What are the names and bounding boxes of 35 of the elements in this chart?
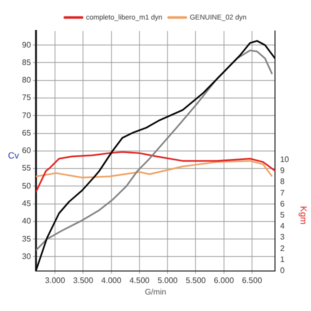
y2-tick-label: 6 (280, 199, 286, 208)
y-tick-label: 45 (22, 199, 32, 208)
x-tick-label: 5.500 (186, 276, 206, 285)
y-tick-label: 65 (22, 128, 32, 138)
y-tick-label: 55 (22, 164, 32, 173)
y-tick-label: 90 (22, 40, 32, 50)
y2-tick-label: 9 (280, 166, 286, 176)
y2-tick-label: 2 (280, 244, 286, 253)
y2-tick-label: 5 (280, 210, 286, 220)
y-tick-label: 85 (22, 58, 32, 67)
x-axis-title: G/min (144, 287, 166, 296)
y2-tick-label: 10 (280, 154, 290, 164)
y2-tick-label: 1 (280, 254, 286, 264)
y-tick-label: 50 (22, 181, 32, 190)
y-tick-label: 70 (22, 110, 32, 120)
y2-tick-label: 0 (280, 266, 286, 276)
y-tick-label: 75 (22, 93, 32, 102)
y-axis-title: Cv (8, 150, 20, 161)
y-tick-label: 30 (22, 252, 32, 261)
y-tick-label: 60 (22, 146, 32, 156)
x-tick-label: 3.000 (45, 276, 66, 285)
x-tick-label: 6.000 (214, 276, 234, 285)
y-tick-label: 80 (22, 76, 32, 85)
y2-axis-title: Kgm (298, 206, 309, 225)
x-tick-label: 6.500 (242, 276, 263, 285)
y-tick-label: 35 (22, 234, 32, 244)
y2-tick-label: 4 (280, 222, 286, 231)
y2-tick-label: 7 (280, 188, 286, 198)
y-tick-label: 40 (22, 216, 32, 226)
y2-tick-label: 8 (280, 177, 286, 186)
x-tick-label: 3.500 (73, 276, 94, 285)
x-tick-label: 5.000 (158, 276, 178, 285)
x-tick-label: 4.000 (101, 276, 122, 285)
x-tick-label: 4.500 (129, 276, 150, 285)
y2-tick-label: 3 (280, 232, 286, 242)
